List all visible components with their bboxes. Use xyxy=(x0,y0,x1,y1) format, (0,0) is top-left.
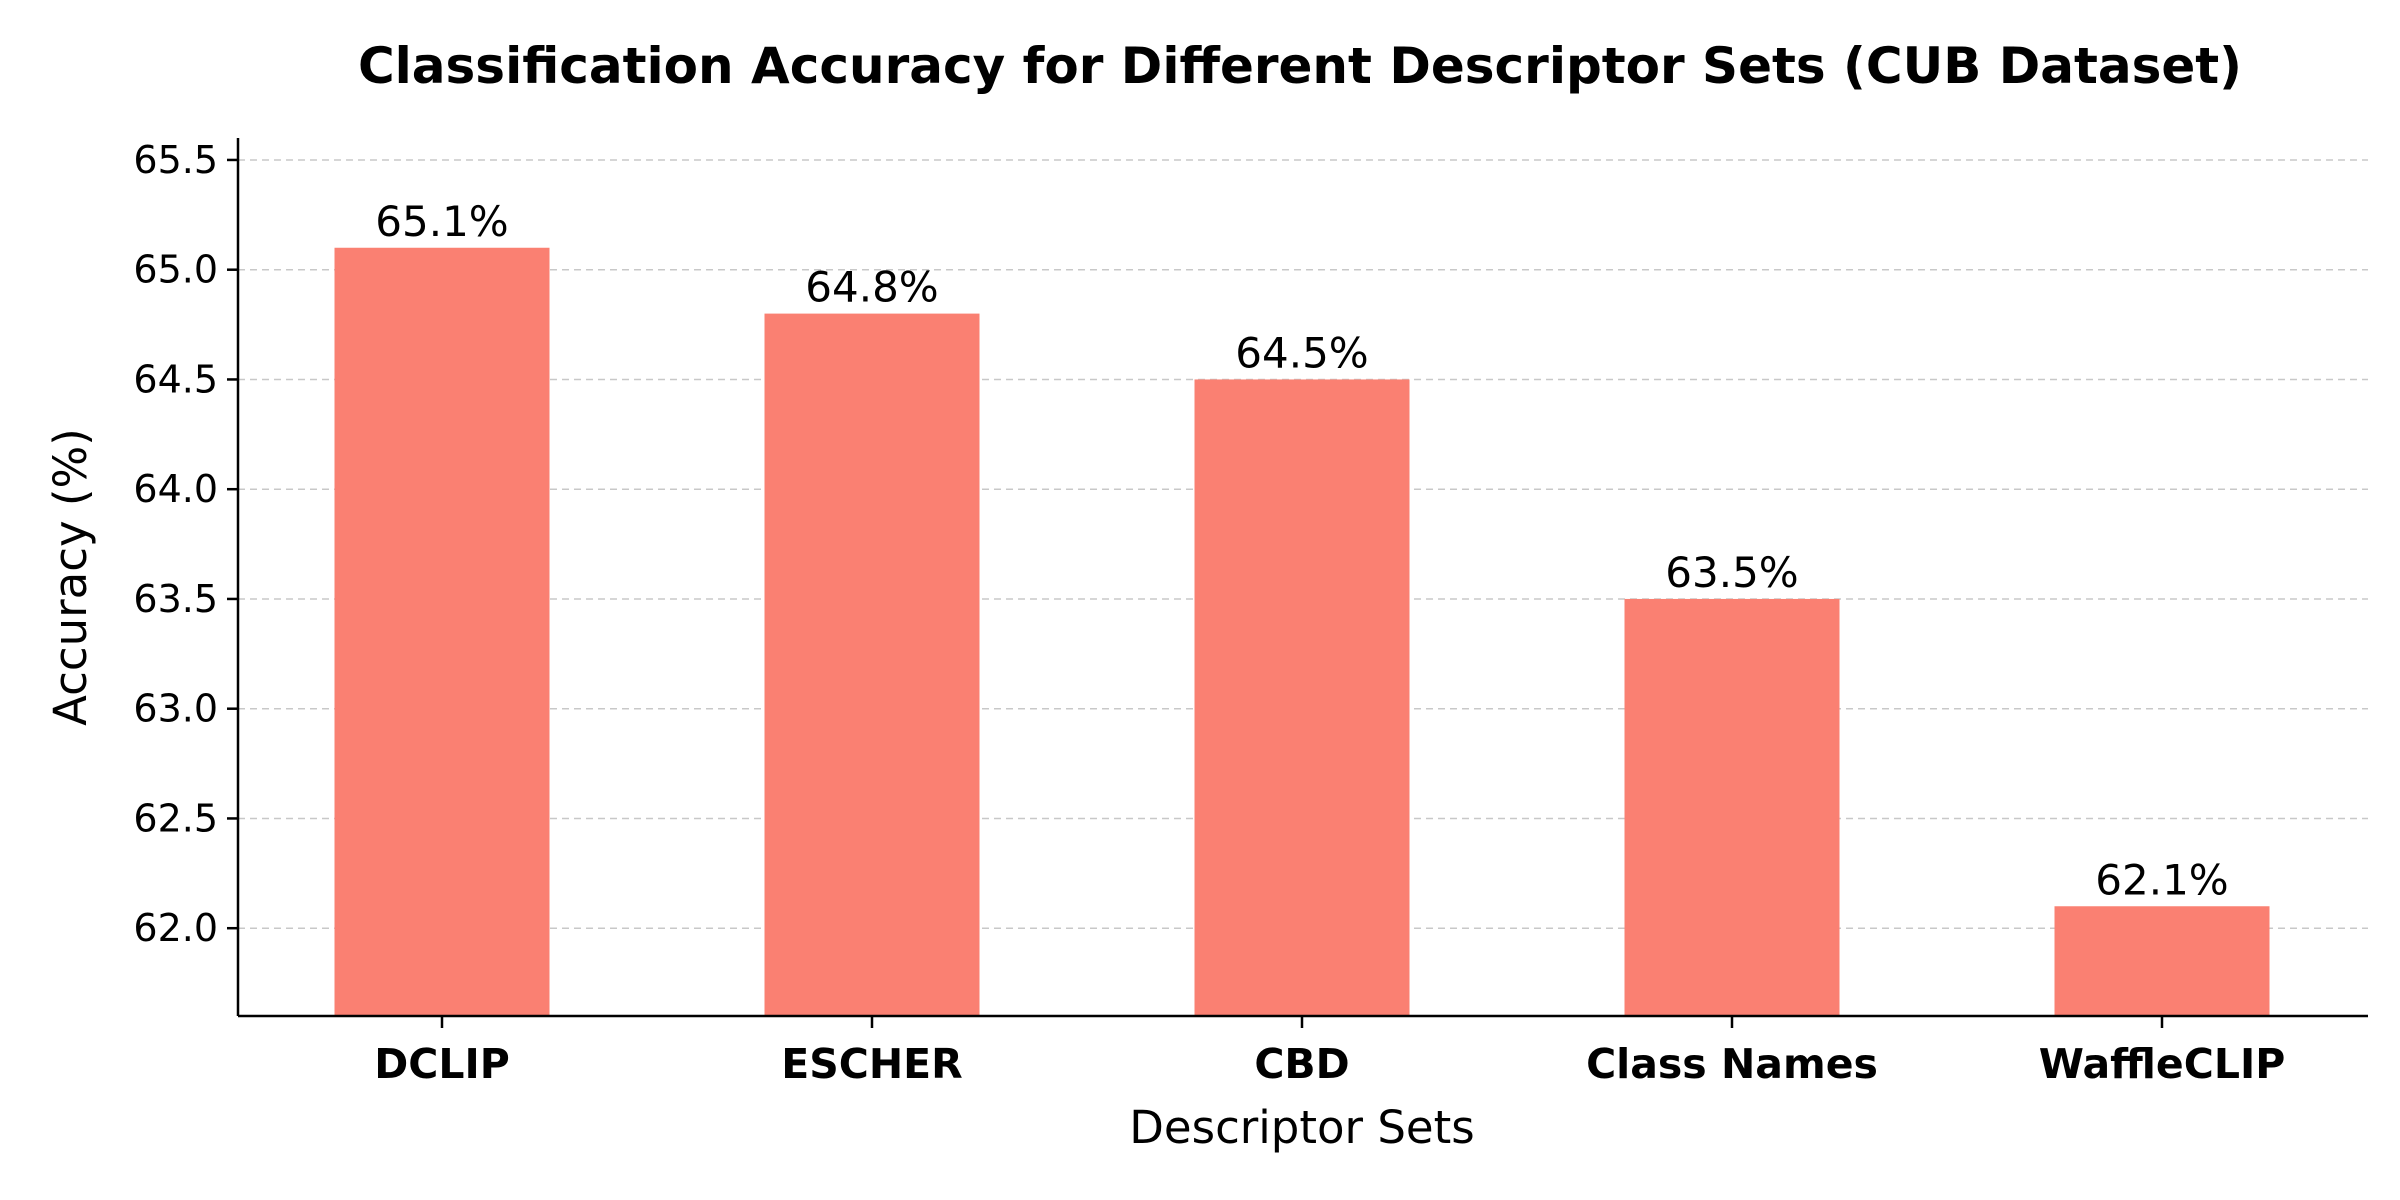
x-tick-label: DCLIP xyxy=(374,1040,510,1088)
x-tick-label: Class Names xyxy=(1586,1040,1878,1088)
data-label: 63.5% xyxy=(1665,548,1798,597)
y-tick-label: 65.0 xyxy=(133,248,218,292)
y-tick-label: 62.5 xyxy=(133,796,218,840)
gridlines xyxy=(238,159,2368,929)
bar xyxy=(1194,379,1410,1016)
y-tick-label: 64.5 xyxy=(133,357,218,401)
data-label: 65.1% xyxy=(375,197,508,246)
data-label: 64.8% xyxy=(805,263,938,312)
data-labels: 65.1% 64.8% 64.5% 63.5% 62.1% xyxy=(375,197,2228,905)
y-tick-label: 63.0 xyxy=(133,687,218,731)
x-tick-label: ESCHER xyxy=(781,1040,963,1088)
bar xyxy=(334,247,550,1016)
data-label: 62.1% xyxy=(2095,855,2228,904)
bar xyxy=(764,313,980,1017)
y-axis-ticks: 62.0 62.5 63.0 63.5 64.0 64.5 65.0 65.5 xyxy=(133,138,238,950)
x-tick-label: CBD xyxy=(1254,1040,1349,1088)
bar xyxy=(1624,598,1840,1016)
y-tick-label: 64.0 xyxy=(133,467,218,511)
data-label: 64.5% xyxy=(1235,328,1368,377)
x-tick-label: WaffleCLIP xyxy=(2039,1040,2286,1088)
chart-title: Classification Accuracy for Different De… xyxy=(358,37,2242,95)
y-tick-label: 65.5 xyxy=(133,138,218,182)
y-tick-label: 63.5 xyxy=(133,577,218,621)
bars xyxy=(334,247,2270,1017)
y-axis-label: Accuracy (%) xyxy=(44,428,97,726)
x-axis-label: Descriptor Sets xyxy=(1129,1101,1474,1154)
bar xyxy=(2054,906,2270,1016)
x-axis-ticks: DCLIP ESCHER CBD Class Names WaffleCLIP xyxy=(374,1016,2285,1088)
y-tick-label: 62.0 xyxy=(133,906,218,950)
